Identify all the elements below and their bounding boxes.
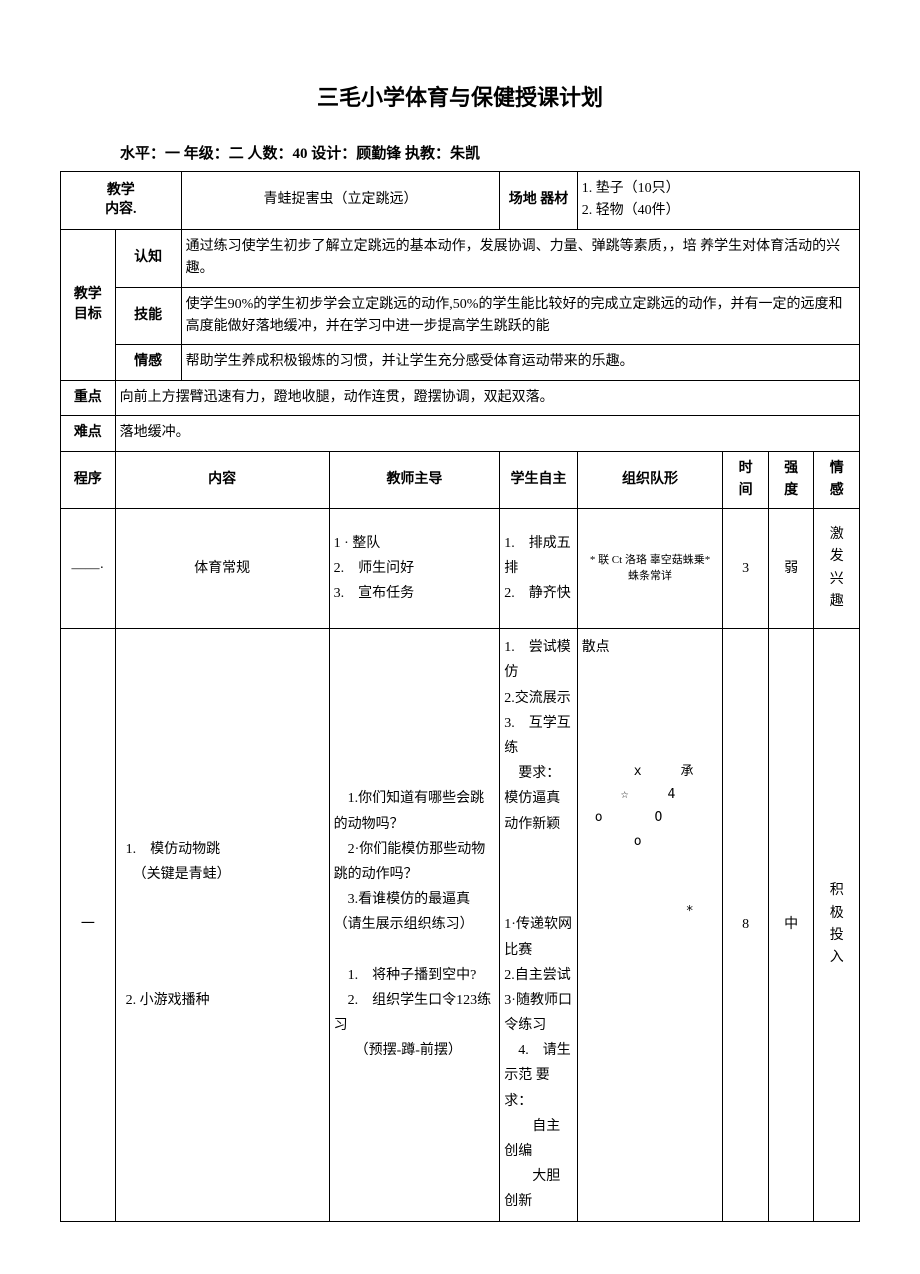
s1-emotion: 激 发 兴 趣 — [814, 509, 860, 629]
s2-org-top: 散点 — [582, 637, 719, 659]
page-title: 三毛小学体育与保健授课计划 — [60, 80, 860, 112]
s1-content: 体育常规 — [115, 509, 329, 629]
emotion-label: 情感 — [115, 345, 181, 380]
hdr-emotion: 情 感 — [814, 451, 860, 509]
s2-step: 一 — [61, 629, 116, 1221]
key-label: 重点 — [61, 380, 116, 415]
s2-student: 1. 尝试模仿 2.交流展示 3. 互学互练 要求：模仿逼真动作新颖 1·传递软… — [500, 629, 577, 1221]
key-value: 向前上方摆臂迅速有力，蹬地收腿，动作连贯，蹬摆协调，双起双落。 — [115, 380, 859, 415]
content-label: 教学 内容. — [61, 172, 182, 230]
s2-org: 散点 x 承 ☆ 4 o O o * — [577, 629, 723, 1221]
skill-label: 技能 — [115, 287, 181, 345]
s2-emotion: 积 极 投 入 — [814, 629, 860, 1221]
hdr-teacher: 教师主导 — [329, 451, 500, 509]
hdr-intensity: 强 度 — [768, 451, 814, 509]
s1-student: 1. 排成五排 2. 静齐快 — [500, 509, 577, 629]
s2-content: 1. 模仿动物跳 （关键是青蛙） 2. 小游戏播种 — [115, 629, 329, 1221]
s1-intensity: 弱 — [768, 509, 814, 629]
hdr-step: 程序 — [61, 451, 116, 509]
diff-label: 难点 — [61, 416, 116, 451]
goals-label: 教学 目标 — [61, 229, 116, 380]
content-value: 青蛙捉害虫（立定跳远） — [181, 172, 500, 230]
emotion-value: 帮助学生养成积极锻炼的习惯，并让学生充分感受体育运动带来的乐趣。 — [181, 345, 859, 380]
lesson-plan-table: 教学 内容. 青蛙捉害虫（立定跳远） 场地 器材 1. 垫子（10只） 2. 轻… — [60, 171, 860, 1222]
cognitive-value: 通过练习使学生初步了解立定跳远的基本动作，发展协调、力量、弹跳等素质，，培 养学… — [181, 229, 859, 287]
hdr-student: 学生自主 — [500, 451, 577, 509]
s1-time: 3 — [723, 509, 769, 629]
s2-teacher: 1.你们知道有哪些会跳的动物吗？ 2·你们能模仿那些动物跳的动作吗？ 3.看谁模… — [329, 629, 500, 1221]
s2-intensity: 中 — [768, 629, 814, 1221]
hdr-org: 组织队形 — [577, 451, 723, 509]
cognitive-label: 认知 — [115, 229, 181, 287]
s2-org-shapes: x 承 ☆ 4 o O o * — [582, 760, 719, 924]
s1-step: ——· — [61, 509, 116, 629]
diff-value: 落地缓冲。 — [115, 416, 859, 451]
venue-value: 1. 垫子（10只） 2. 轻物（40件） — [577, 172, 859, 230]
s2-time: 8 — [723, 629, 769, 1221]
hdr-time: 时 间 — [723, 451, 769, 509]
skill-value: 使学生90%的学生初步学会立定跳远的动作,50%的学生能比较好的完成立定跳远的动… — [181, 287, 859, 345]
venue-label: 场地 器材 — [500, 172, 577, 230]
s1-teacher: 1 · 整队 2. 师生问好 3. 宣布任务 — [329, 509, 500, 629]
hdr-content: 内容 — [115, 451, 329, 509]
s1-org: * 联 Ct 洛珞 辜空菇蛛乗* 蛛条常详 — [577, 509, 723, 629]
meta-info: 水平：一 年级：二 人数：40 设计：顾勤锋 执教：朱凯 — [60, 142, 860, 163]
